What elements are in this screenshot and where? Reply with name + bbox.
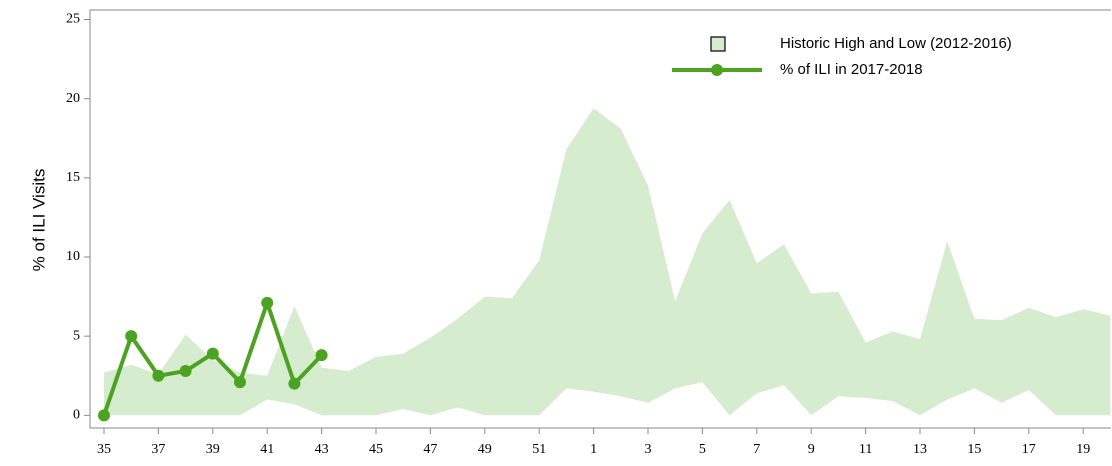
x-tick-label: 39: [206, 442, 220, 457]
x-tick-label: 5: [699, 442, 706, 457]
ili-point: [125, 330, 138, 343]
y-tick-label: 15: [66, 170, 80, 185]
x-tick-label: 1: [590, 442, 597, 457]
legend-marker: [711, 64, 723, 76]
y-tick-label: 5: [73, 328, 80, 343]
x-tick-label: 19: [1076, 442, 1090, 457]
y-tick-label: 20: [66, 91, 80, 106]
legend-swatch: [710, 36, 726, 52]
x-tick-label: 7: [753, 442, 760, 457]
x-tick-label: 47: [423, 442, 437, 457]
x-tick-label: 3: [645, 442, 652, 457]
x-tick-label: 17: [1022, 442, 1036, 457]
y-tick-label: 10: [66, 249, 80, 264]
x-tick-label: 45: [369, 442, 383, 457]
ili-point: [179, 365, 192, 377]
ili-point: [315, 349, 328, 362]
y-axis-label: % of ILI Visits: [29, 169, 48, 272]
high-low-band: [104, 108, 1111, 416]
legend-label: % of ILI in 2017-2018: [780, 61, 923, 78]
x-tick-label: 37: [151, 442, 165, 457]
x-tick-label: 13: [913, 442, 927, 457]
x-tick-label: 41: [260, 442, 274, 457]
axis-frame: [89, 9, 1111, 429]
ili-point: [152, 369, 165, 382]
x-tick-label: 15: [967, 442, 981, 457]
ili-point: [206, 347, 219, 360]
ili-point: [98, 409, 110, 422]
ili-point: [234, 376, 246, 389]
x-tick-label: 11: [859, 442, 872, 457]
ili-point: [288, 377, 301, 390]
ili-point: [261, 296, 274, 309]
x-tick-label: 35: [97, 442, 111, 457]
x-tick-label: 9: [808, 442, 815, 457]
x-tick-label: 43: [315, 442, 329, 457]
y-tick-label: 25: [66, 12, 80, 27]
x-tick-label: 51: [532, 442, 546, 457]
y-tick-label: 0: [73, 408, 80, 423]
legend-label: Historic High and Low (2012-2016): [780, 35, 1012, 52]
x-tick-label: 49: [478, 442, 492, 457]
